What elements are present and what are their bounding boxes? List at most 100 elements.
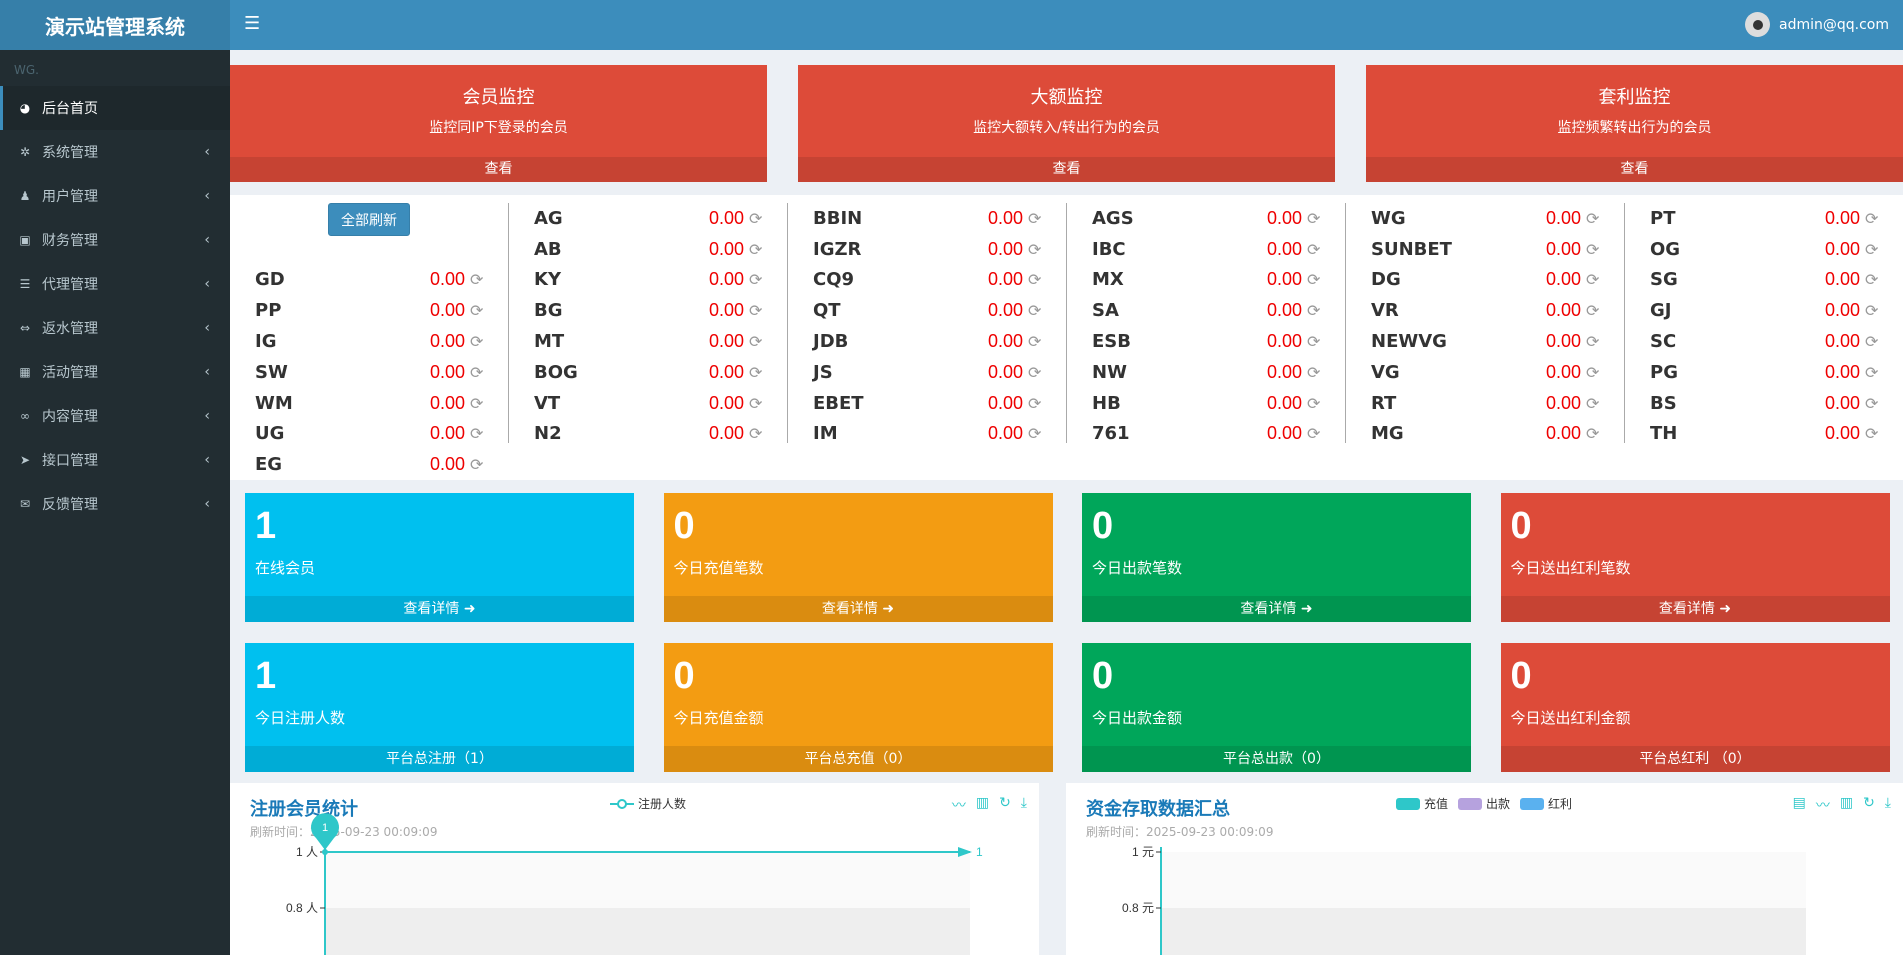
bar-chart-icon[interactable]: ▥	[1839, 795, 1854, 811]
link-icon: ∞	[20, 409, 30, 423]
refresh-icon[interactable]: ⟳	[1865, 393, 1879, 413]
refresh-icon[interactable]: ⟳	[1028, 239, 1042, 259]
view-details-link[interactable]: 查看详情 ➜	[1500, 596, 1890, 622]
game-row: JDB 0.00 ⟳	[788, 326, 1067, 357]
refresh-icon[interactable]: ⟳	[470, 270, 484, 290]
bar-chart-icon[interactable]: ▥	[975, 795, 990, 811]
refresh-icon[interactable]: ⟳	[1586, 208, 1600, 228]
game-balance: 0.00	[708, 300, 744, 321]
refresh-icon[interactable]: ⟳	[1028, 424, 1042, 444]
refresh-icon[interactable]: ⟳	[470, 455, 484, 475]
refresh-icon[interactable]: ⟳	[749, 393, 763, 413]
stat-card: 0 今日送出红利笔数 查看详情 ➜	[1500, 493, 1890, 622]
refresh-icon[interactable]: ⟳	[749, 332, 763, 352]
refresh-icon[interactable]: ⟳	[1865, 301, 1879, 321]
restore-icon[interactable]: ↻	[999, 795, 1011, 811]
game-row: NW 0.00 ⟳	[1067, 357, 1346, 388]
download-icon[interactable]: ⤓	[1020, 795, 1027, 811]
legend-item[interactable]: 充值	[1396, 795, 1448, 812]
register-chart-panel: 注册会员统计 刷新时间：2025-09-23 00:09:09 注册人数 〰 ▥…	[230, 783, 1039, 955]
game-row: BBIN 0.00 ⟳	[788, 203, 1067, 234]
line-chart-icon[interactable]: 〰	[951, 798, 966, 814]
refresh-icon[interactable]: ⟳	[1586, 393, 1600, 413]
refresh-icon[interactable]: ⟳	[1307, 362, 1321, 382]
refresh-icon[interactable]: ⟳	[749, 301, 763, 321]
sidebar-item[interactable]: ◕ 后台首页	[0, 86, 230, 130]
refresh-icon[interactable]: ⟳	[1028, 301, 1042, 321]
sidebar-item[interactable]: ⇔ 返水管理 ‹	[0, 306, 230, 350]
refresh-icon[interactable]: ⟳	[1586, 270, 1600, 290]
refresh-icon[interactable]: ⟳	[470, 362, 484, 382]
legend-item[interactable]: 出款	[1458, 795, 1510, 812]
sidebar-item[interactable]: ➤ 接口管理 ‹	[0, 438, 230, 482]
game-balance: 0.00	[429, 361, 465, 382]
refresh-icon[interactable]: ⟳	[749, 239, 763, 259]
sidebar-item[interactable]: ♟ 用户管理 ‹	[0, 174, 230, 218]
refresh-icon[interactable]: ⟳	[1865, 362, 1879, 382]
refresh-icon[interactable]: ⟳	[1307, 270, 1321, 290]
refresh-icon[interactable]: ⟳	[1307, 239, 1321, 259]
refresh-icon[interactable]: ⟳	[1586, 424, 1600, 444]
refresh-icon[interactable]: ⟳	[1028, 332, 1042, 352]
refresh-icon[interactable]: ⟳	[1028, 208, 1042, 228]
refresh-icon[interactable]: ⟳	[1865, 208, 1879, 228]
sidebar-item[interactable]: ▣ 财务管理 ‹	[0, 218, 230, 262]
game-name: PP	[255, 300, 282, 322]
view-button[interactable]: 查看	[230, 157, 767, 182]
sidebar-item[interactable]: ✉ 反馈管理 ‹	[0, 482, 230, 526]
refresh-icon[interactable]: ⟳	[1865, 270, 1879, 290]
sidebar-item[interactable]: ☰ 代理管理 ‹	[0, 262, 230, 306]
game-balance: 0.00	[1545, 207, 1581, 228]
game-name: JS	[813, 361, 833, 383]
view-button[interactable]: 查看	[798, 157, 1335, 182]
refresh-icon[interactable]: ⟳	[1865, 239, 1879, 259]
refresh-icon[interactable]: ⟳	[1586, 301, 1600, 321]
refresh-icon[interactable]: ⟳	[1307, 208, 1321, 228]
data-view-icon[interactable]: ▤	[1792, 795, 1806, 811]
download-icon[interactable]: ⤓	[1884, 795, 1891, 811]
refresh-icon[interactable]: ⟳	[470, 332, 484, 352]
game-name: EBET	[813, 392, 864, 414]
refresh-icon[interactable]: ⟳	[749, 208, 763, 228]
sidebar-item[interactable]: ✲ 系统管理 ‹	[0, 130, 230, 174]
refresh-all-button[interactable]: 全部刷新	[328, 203, 410, 236]
refresh-icon[interactable]: ⟳	[470, 301, 484, 321]
refresh-icon[interactable]: ⟳	[1307, 301, 1321, 321]
game-name: 761	[1092, 423, 1130, 445]
app-logo[interactable]: 演示站管理系统	[0, 0, 230, 50]
user-menu[interactable]: admin@qq.com	[1745, 12, 1889, 37]
refresh-icon[interactable]: ⟳	[749, 270, 763, 290]
refresh-icon[interactable]: ⟳	[1028, 270, 1042, 290]
refresh-icon[interactable]: ⟳	[1586, 332, 1600, 352]
restore-icon[interactable]: ↻	[1863, 795, 1875, 811]
view-button[interactable]: 查看	[1366, 157, 1903, 182]
legend-item[interactable]: 红利	[1520, 795, 1572, 812]
y-tick-label: 1 人	[296, 845, 318, 859]
refresh-icon[interactable]: ⟳	[470, 424, 484, 444]
view-details-link[interactable]: 查看详情 ➜	[663, 596, 1053, 622]
game-name: CQ9	[813, 269, 855, 291]
chart-toolbox: ▤ 〰 ▥ ↻ ⤓	[1783, 795, 1891, 815]
chart-title: 资金存取数据汇总	[1086, 799, 1230, 820]
sidebar-item[interactable]: ▦ 活动管理 ‹	[0, 350, 230, 394]
refresh-icon[interactable]: ⟳	[1586, 239, 1600, 259]
chart-legend[interactable]: 注册人数	[610, 795, 686, 812]
refresh-icon[interactable]: ⟳	[1307, 332, 1321, 352]
hamburger-icon[interactable]: ☰	[244, 13, 261, 34]
game-balance: 0.00	[429, 331, 465, 352]
refresh-icon[interactable]: ⟳	[749, 424, 763, 444]
refresh-icon[interactable]: ⟳	[749, 362, 763, 382]
sidebar-item[interactable]: ∞ 内容管理 ‹	[0, 394, 230, 438]
refresh-icon[interactable]: ⟳	[1307, 424, 1321, 444]
view-details-link[interactable]: 查看详情 ➜	[1082, 596, 1471, 622]
refresh-icon[interactable]: ⟳	[1028, 362, 1042, 382]
refresh-icon[interactable]: ⟳	[1028, 393, 1042, 413]
refresh-icon[interactable]: ⟳	[470, 393, 484, 413]
view-details-link[interactable]: 查看详情 ➜	[245, 596, 634, 622]
refresh-icon[interactable]: ⟳	[1586, 362, 1600, 382]
refresh-icon[interactable]: ⟳	[1307, 393, 1321, 413]
line-chart-icon[interactable]: 〰	[1815, 798, 1830, 814]
chart-band	[325, 908, 970, 955]
refresh-icon[interactable]: ⟳	[1865, 424, 1879, 444]
refresh-icon[interactable]: ⟳	[1865, 332, 1879, 352]
